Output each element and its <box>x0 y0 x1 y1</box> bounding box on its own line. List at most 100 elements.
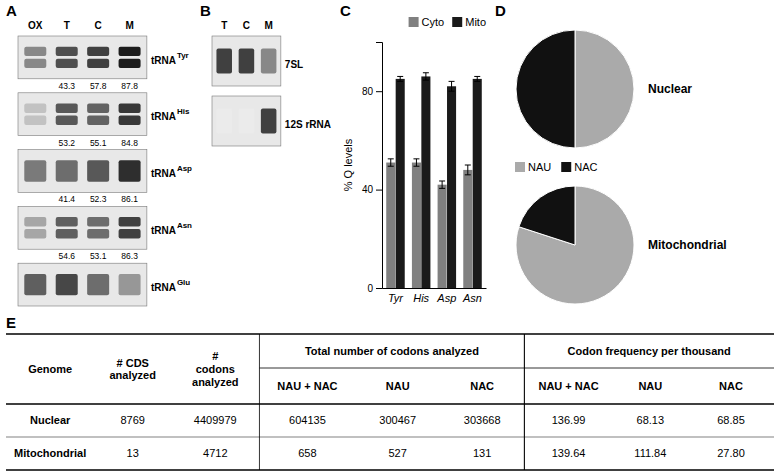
band <box>56 217 78 226</box>
table-cell: 68.13 <box>637 414 665 426</box>
band-value: 41.4 <box>58 194 75 204</box>
band-value: 84.8 <box>121 138 138 148</box>
table-group-line <box>524 368 774 369</box>
text-line: 658 <box>298 447 316 459</box>
table-cell: 131 <box>473 447 491 459</box>
band <box>239 109 255 134</box>
text-line: 604135 <box>289 414 326 426</box>
table-cell: 13 <box>127 447 139 459</box>
bar <box>473 79 482 288</box>
gel-box <box>212 36 281 86</box>
band <box>87 274 109 295</box>
error-bar-cap <box>439 180 445 181</box>
error-bar <box>439 181 445 188</box>
blot-panel: TCM7SL12S rRNA <box>212 20 331 146</box>
legend-swatch <box>452 17 462 27</box>
band <box>87 217 109 226</box>
text-line: 68.85 <box>717 414 745 426</box>
text-line: # CDS <box>117 357 149 369</box>
axis-line <box>383 288 487 289</box>
text-line: 139.64 <box>552 447 586 459</box>
tick: 0 <box>367 283 382 294</box>
text-line: 303668 <box>464 414 501 426</box>
text-line: NAU <box>638 380 662 392</box>
error-bar <box>449 81 455 91</box>
band-value: 53.1 <box>90 251 107 261</box>
error-bar-cap <box>449 91 455 92</box>
band <box>24 115 46 124</box>
table-header: NAC <box>719 380 743 392</box>
table-header: Genome <box>28 363 72 375</box>
tick-mark <box>376 288 382 289</box>
error-bar-cap <box>465 174 471 175</box>
gel-box <box>212 96 281 146</box>
table-vline <box>524 334 525 470</box>
band <box>261 49 277 74</box>
panel-label: B <box>200 2 211 19</box>
figure: AOXTCM43.357.887.8tRNATyr53.255.184.8tRN… <box>0 0 780 476</box>
error-bar-cap <box>465 165 471 166</box>
table-cell: 8769 <box>120 414 144 426</box>
table-cell: 300467 <box>379 414 416 426</box>
lane-label: C <box>95 20 102 31</box>
row-label: tRNA <box>151 111 176 122</box>
band <box>24 59 46 68</box>
table-cell: 27.80 <box>717 447 745 459</box>
tick: 80 <box>362 86 382 97</box>
band <box>56 160 78 181</box>
bar <box>421 76 430 288</box>
panel-label: C <box>340 2 351 19</box>
band <box>24 274 46 295</box>
row-superscript: His <box>177 107 190 116</box>
panel-label: E <box>6 314 16 331</box>
text-line: 300467 <box>379 414 416 426</box>
table-cell: 303668 <box>464 414 501 426</box>
text-line: Mitochondrial <box>14 447 86 459</box>
error-bar-cap <box>449 81 455 82</box>
band <box>24 217 46 226</box>
gel-box <box>18 36 147 79</box>
tick-label: 80 <box>362 86 374 97</box>
band <box>87 59 109 68</box>
row-label: tRNA <box>151 55 176 66</box>
text-line: Nuclear <box>30 414 71 426</box>
text-line: Genome <box>28 363 72 375</box>
error-bar <box>388 159 394 166</box>
legend-label: Cyto <box>422 16 445 28</box>
band-value: 43.3 <box>58 81 75 91</box>
tick-label: 40 <box>362 184 374 195</box>
legend: CytoMito <box>409 16 486 28</box>
lane-label: T <box>64 20 70 31</box>
table-rule <box>6 333 774 335</box>
tick: His <box>413 288 429 304</box>
tick-mark <box>376 190 382 191</box>
table-cell: Nuclear <box>30 414 71 426</box>
row-label: tRNA <box>151 225 176 236</box>
legend-label: NAU <box>528 161 551 173</box>
table-header: # CDSanalyzed <box>109 357 155 382</box>
error-bar-cap <box>423 72 429 73</box>
error-bar <box>465 165 471 175</box>
band <box>216 49 232 74</box>
band <box>87 47 109 56</box>
y-axis: 0 40 80 <box>362 43 383 294</box>
bar <box>396 79 405 288</box>
legend-swatch <box>515 162 525 172</box>
error-bar-stem <box>442 181 443 188</box>
table-cell: 4712 <box>203 447 227 459</box>
legend-swatch <box>409 17 419 27</box>
text-line: 4712 <box>203 447 227 459</box>
text-line: # <box>212 350 218 362</box>
gel-box <box>18 206 147 249</box>
gel-box <box>18 263 147 306</box>
blot-panel: OXTCM43.357.887.8tRNATyr53.255.184.8tRNA… <box>18 20 192 306</box>
text-line: NAC <box>719 380 743 392</box>
band-value: 52.3 <box>90 194 107 204</box>
text-line: analyzed <box>109 369 155 381</box>
pie-label: Nuclear <box>648 82 692 96</box>
text-line: 4409979 <box>194 414 237 426</box>
band <box>56 104 78 113</box>
text-line: 131 <box>473 447 491 459</box>
table-vline <box>524 334 525 470</box>
table-cell: 136.99 <box>552 414 586 426</box>
